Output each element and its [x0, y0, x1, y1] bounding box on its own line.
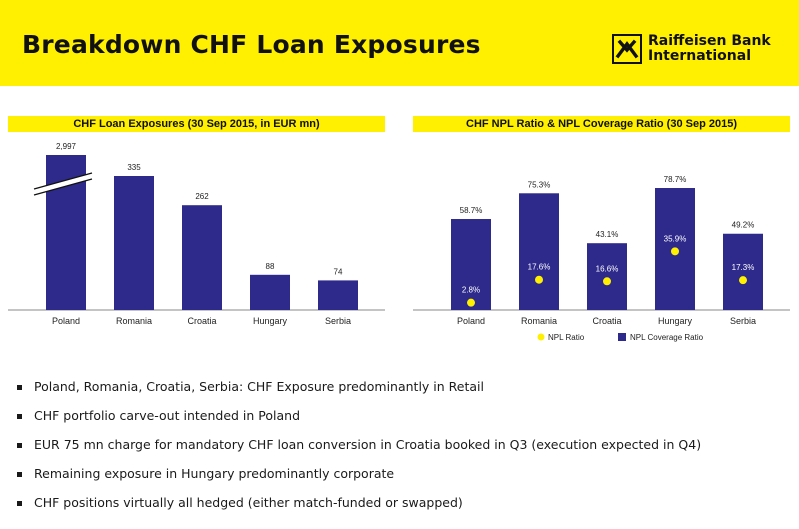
bullet-item: Poland, Romania, Croatia, Serbia: CHF Ex…	[16, 378, 701, 407]
coverage-label-serbia: 49.2%	[732, 221, 755, 230]
loan-exposure-chart: 2,997 Poland 335 Romania 262 Croatia 88 Hungary…	[8, 142, 385, 326]
bullet-item: CHF positions virtually all hedged (eith…	[16, 494, 701, 523]
npl-dot-croatia	[603, 277, 611, 286]
npl-label-croatia: 16.6%	[596, 264, 619, 273]
chart1-title: CHF Loan Exposures (30 Sep 2015, in EUR …	[8, 116, 385, 132]
npl-label-poland: 2.8%	[462, 286, 480, 295]
gable-cross-logo-icon	[612, 34, 642, 64]
coverage-bar-serbia	[723, 233, 763, 310]
value-label-romania: 335	[127, 163, 141, 172]
bar-hungary	[250, 274, 290, 310]
logo-text-line1: Raiffeisen Bank	[648, 33, 771, 49]
coverage-label-hungary: 78.7%	[664, 175, 687, 184]
chart2-title: CHF NPL Ratio & NPL Coverage Ratio (30 S…	[413, 116, 790, 132]
coverage-label-croatia: 43.1%	[596, 230, 619, 239]
legend-npl-ratio-icon	[537, 333, 545, 341]
coverage-label-poland: 58.7%	[460, 206, 483, 215]
bullet-item: Remaining exposure in Hungary predominan…	[16, 465, 701, 494]
legend-npl-ratio-label: NPL Ratio	[548, 333, 585, 342]
coverage-bar-croatia	[587, 243, 627, 310]
bullet-item: CHF portfolio carve-out intended in Pola…	[16, 407, 701, 436]
category-label-hungary: Hungary	[253, 316, 288, 326]
npl-dot-romania	[535, 275, 543, 284]
legend-coverage-label: NPL Coverage Ratio	[630, 333, 704, 342]
npl-dot-serbia	[739, 276, 747, 285]
value-label-hungary: 88	[266, 262, 275, 271]
npl-ratio-chart: 58.7% 2.8% Poland 75.3% 17.6% Romania 43.1% 16.…	[413, 175, 790, 342]
legend-coverage-icon	[618, 333, 626, 341]
category-label-hungary: Hungary	[658, 316, 693, 326]
raiffeisen-logo: Raiffeisen Bank International	[612, 34, 792, 68]
category-label-serbia: Serbia	[730, 316, 756, 326]
npl-dot-hungary	[671, 247, 679, 256]
npl-label-serbia: 17.3%	[732, 263, 755, 272]
header-banner: Breakdown CHF Loan Exposures Raiffeisen …	[0, 0, 799, 86]
bullet-item: EUR 75 mn charge for mandatory CHF loan …	[16, 436, 701, 465]
axis-break-line	[33, 178, 93, 196]
page-title: Breakdown CHF Loan Exposures	[22, 30, 481, 59]
category-label-serbia: Serbia	[325, 316, 351, 326]
coverage-bar-poland	[451, 219, 491, 310]
category-label-romania: Romania	[521, 316, 557, 326]
coverage-bar-romania	[519, 193, 559, 310]
value-label-croatia: 262	[195, 192, 209, 201]
coverage-label-romania: 75.3%	[528, 180, 551, 189]
bar-serbia	[318, 280, 358, 310]
npl-label-romania: 17.6%	[528, 263, 551, 272]
axis-break-line	[33, 172, 93, 190]
category-label-croatia: Croatia	[592, 316, 621, 326]
key-points-list: Poland, Romania, Croatia, Serbia: CHF Ex…	[16, 378, 701, 523]
value-label-serbia: 74	[334, 267, 343, 276]
category-label-poland: Poland	[52, 316, 80, 326]
value-label-poland: 2,997	[56, 142, 77, 151]
npl-dot-poland	[467, 298, 475, 307]
category-label-croatia: Croatia	[187, 316, 216, 326]
bar-croatia	[182, 205, 222, 310]
bar-romania	[114, 176, 154, 310]
category-label-poland: Poland	[457, 316, 485, 326]
npl-label-hungary: 35.9%	[664, 234, 687, 243]
axis-break-gap	[34, 173, 92, 195]
category-label-romania: Romania	[116, 316, 152, 326]
logo-text-line2: International	[648, 48, 752, 64]
